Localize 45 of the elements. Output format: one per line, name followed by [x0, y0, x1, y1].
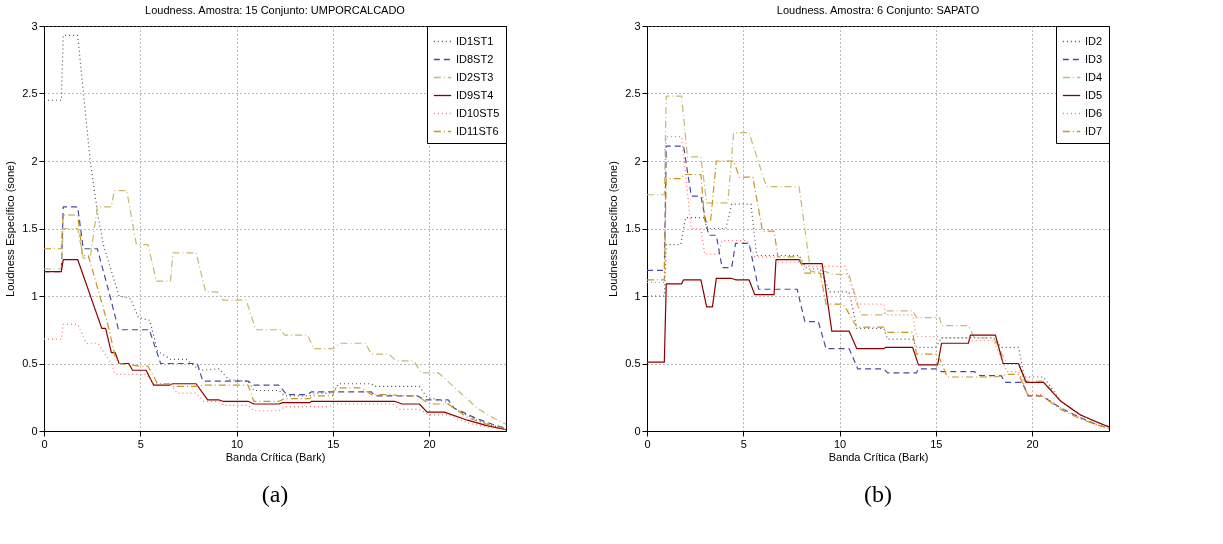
x-tick-label: 0	[41, 437, 48, 450]
x-axis-title: Banda Crítica (Bark)	[828, 450, 929, 463]
y-tick-label: 1	[31, 289, 38, 302]
legend-label: ID6	[1085, 106, 1103, 119]
y-tick-label: 3	[31, 19, 38, 32]
legend-label: ID8ST2	[456, 52, 494, 65]
x-tick-label: 10	[230, 437, 244, 450]
legend-label: ID5	[1085, 88, 1103, 101]
legend-label: ID1ST1	[456, 34, 494, 47]
legend-label: ID11ST6	[456, 124, 499, 137]
x-tick-label: 20	[1026, 437, 1039, 450]
x-tick-label: 20	[423, 437, 436, 450]
y-tick-label: 2.5	[22, 87, 38, 99]
y-tick-label: 0	[31, 424, 38, 437]
y-tick-label: 1	[634, 289, 641, 302]
y-tick-label: 1.5	[625, 222, 641, 234]
legend-label: ID4	[1085, 70, 1103, 83]
y-tick-label: 0.5	[625, 357, 641, 369]
y-tick-label: 2	[31, 154, 38, 167]
legend-label: ID10ST5	[456, 106, 500, 119]
x-tick-label: 5	[740, 437, 747, 450]
y-tick-label: 2	[634, 154, 641, 167]
x-tick-label: 5	[137, 437, 144, 450]
y-tick-label: 0.5	[22, 357, 38, 369]
line-series	[647, 258, 1109, 428]
chart-title: Loudness. Amostra: 6 Conjunto: SAPATO	[776, 4, 980, 16]
x-tick-label: 0	[644, 437, 651, 450]
y-tick-label: 0	[634, 424, 641, 437]
legend-label: ID2ST3	[456, 70, 494, 83]
legend-label: ID9ST4	[456, 88, 494, 101]
y-axis-title: Loudness Específico (sone)	[4, 161, 17, 297]
y-tick-label: 3	[634, 19, 641, 32]
text: (a)	[261, 481, 289, 507]
x-tick-label: 10	[833, 437, 847, 450]
chart-title: Loudness. Amostra: 15 Conjunto: UMPORCALCADO	[145, 4, 406, 16]
x-tick-label: 15	[930, 437, 943, 450]
legend-label: ID2	[1085, 34, 1103, 47]
y-axis-title: Loudness Específico (sone)	[607, 161, 620, 297]
legend-label: ID3	[1085, 52, 1103, 65]
x-axis-title: Banda Crítica (Bark)	[225, 450, 326, 463]
y-tick-label: 1.5	[22, 222, 38, 234]
x-tick-label: 15	[327, 437, 340, 450]
legend-label: ID7	[1085, 124, 1103, 137]
text: (b)	[864, 481, 892, 507]
y-tick-label: 2.5	[625, 87, 641, 99]
